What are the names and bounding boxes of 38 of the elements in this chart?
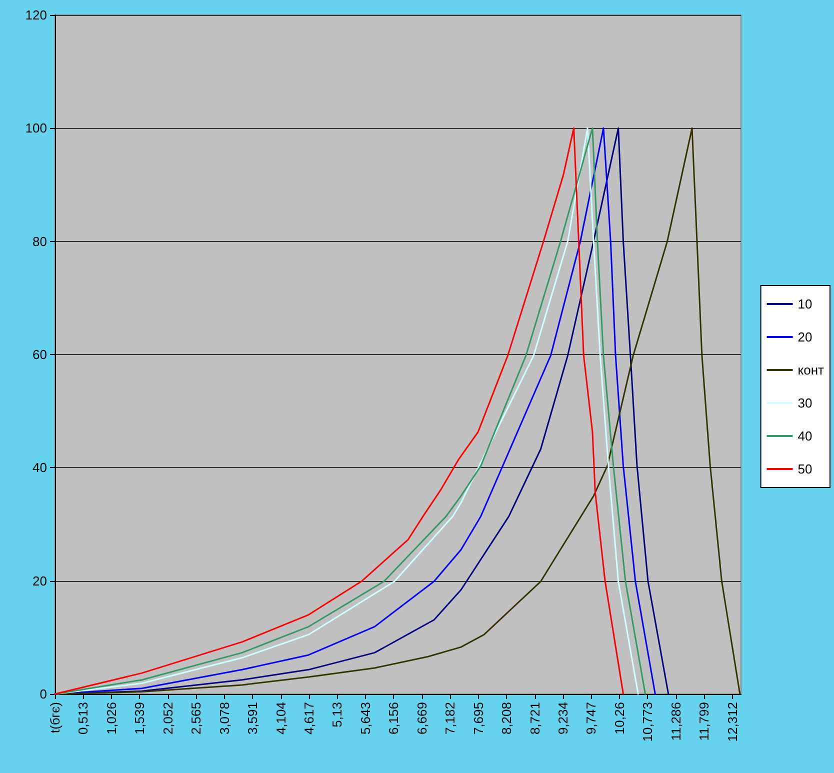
x-tick-label: 4,104: [273, 702, 288, 735]
x-tick-label: 3,591: [245, 702, 260, 735]
y-tick-label: 20: [32, 573, 47, 588]
legend-label: 20: [798, 330, 812, 344]
x-tick-label: 10,773: [640, 702, 656, 742]
y-tick-label: 40: [32, 460, 47, 476]
x-tick-label: 2,565: [188, 702, 204, 735]
x-tick-label: 12,312: [724, 702, 740, 742]
x-tick-label: 11,286: [668, 702, 684, 741]
x-tick-label: 4,617: [301, 702, 316, 735]
x-tick-label: 3,078: [216, 702, 232, 735]
legend-label: 40: [798, 428, 812, 444]
y-tick-label: 0: [40, 686, 47, 702]
y-tick-label: 60: [32, 347, 47, 362]
x-tick-label: 9,747: [584, 702, 599, 735]
x-tick-label: 10,26: [612, 702, 627, 735]
x-tick-label: 6,669: [414, 702, 430, 735]
legend-label: 10: [798, 296, 812, 312]
x-tick-label: 8,721: [527, 702, 542, 735]
x-tick-label: 6,156: [386, 702, 402, 735]
y-tick-label: 100: [25, 120, 47, 136]
x-tick-label: 5,13: [330, 702, 345, 728]
x-tick-label: 9,234: [555, 702, 570, 735]
x-tick-label: 2,052: [160, 702, 176, 735]
x-tick-label: 7,182: [442, 702, 458, 735]
x-tick-label: t(бгє): [48, 702, 62, 734]
x-tick-label: 0,513: [76, 702, 91, 735]
x-tick-label: 1,026: [104, 702, 119, 735]
legend-label: 50: [798, 462, 812, 476]
x-tick-label: 7,695: [470, 702, 486, 735]
x-tick-label: 8,208: [499, 702, 514, 735]
x-tick-label: 5,643: [358, 702, 373, 735]
y-tick-label: 80: [32, 234, 47, 249]
legend-label: конт: [798, 362, 824, 378]
y-tick-label: 120: [25, 8, 47, 22]
x-tick-label: 1,539: [132, 702, 148, 735]
x-tick-label: 11,799: [696, 702, 712, 741]
legend-label: 30: [798, 396, 812, 410]
